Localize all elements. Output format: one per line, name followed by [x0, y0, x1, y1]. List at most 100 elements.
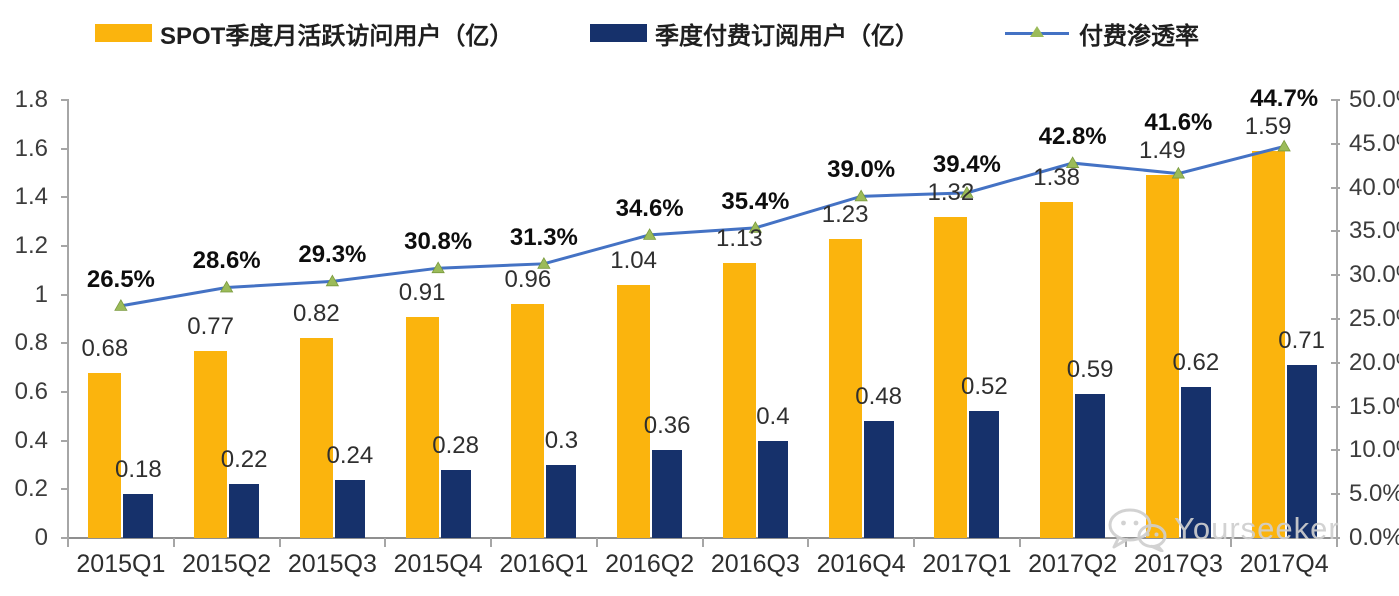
y-tick-left	[61, 342, 69, 345]
y-tick-label-left: 1.2	[14, 232, 48, 259]
bar-subscribers	[1286, 365, 1317, 538]
y-tick-label-right: 35.0%	[1349, 217, 1399, 245]
x-tick	[595, 538, 598, 547]
y-tick-label-right: 50.0%	[1349, 86, 1399, 113]
bar-label-mau: 1.32	[927, 178, 975, 206]
y-axis-right	[1336, 100, 1338, 546]
triangle-marker-icon	[1030, 26, 1044, 37]
y-tick-label-right: 25.0%	[1349, 305, 1399, 332]
line-label-penetration: 39.4%	[932, 150, 1001, 178]
y-tick-right	[1331, 537, 1340, 539]
bar-label-mau: 0.96	[504, 266, 552, 294]
legend-line-swatch	[1005, 23, 1069, 43]
x-category-label: 2015Q4	[393, 550, 483, 578]
y-tick-label-left: 0	[34, 524, 48, 551]
y-tick-right	[1331, 449, 1340, 452]
bar-mau	[194, 350, 228, 538]
bar-label-subscribers: 0.71	[1278, 327, 1325, 355]
bar-subscribers	[123, 494, 154, 538]
legend-label-mau: SPOT季度月活跃访问用户（亿）	[160, 22, 514, 50]
x-tick	[1124, 538, 1127, 547]
y-tick-right	[1331, 318, 1340, 320]
bar-label-subscribers: 0.48	[855, 383, 902, 411]
bar-subscribers	[757, 440, 788, 538]
x-tick	[1230, 538, 1233, 547]
bar-label-mau: 0.82	[293, 300, 340, 328]
bar-subscribers	[969, 411, 1000, 538]
y-tick-right	[1331, 361, 1340, 364]
legend-swatch-mau	[95, 24, 152, 42]
y-tick-left	[61, 488, 69, 491]
bar-label-subscribers: 0.3	[544, 427, 579, 454]
line-label-penetration: 26.5%	[86, 265, 155, 293]
y-tick-left	[61, 537, 69, 539]
y-tick-label-right: 0.0%	[1349, 524, 1399, 551]
legend-item-subscribers: 季度付费订阅用户（亿）	[590, 17, 919, 50]
bar-mau	[617, 284, 651, 538]
line-label-penetration: 34.6%	[615, 194, 684, 222]
watermark-text: Yourseeker	[1174, 511, 1340, 546]
bar-subscribers	[652, 450, 683, 538]
bar-mau	[511, 304, 545, 538]
line-label-penetration: 28.6%	[192, 247, 261, 275]
y-tick-label-right: 20.0%	[1349, 348, 1399, 376]
x-tick	[807, 538, 810, 547]
bar-mau	[299, 338, 333, 538]
y-tick-label-right: 10.0%	[1349, 436, 1399, 464]
bar-label-mau: 1.04	[610, 246, 657, 274]
legend-label-penetration: 付费渗透率	[1079, 22, 1199, 50]
y-axis-left	[67, 100, 69, 538]
y-tick-right	[1331, 142, 1340, 145]
line-label-penetration: 29.3%	[298, 241, 367, 269]
bar-label-mau: 0.77	[187, 312, 234, 340]
y-tick-label-left: 0.8	[14, 329, 48, 357]
legend-item-mau: SPOT季度月活跃访问用户（亿）	[95, 17, 514, 50]
y-tick-label-left: 0.4	[14, 426, 48, 454]
line-label-penetration: 44.7%	[1250, 85, 1319, 113]
y-tick-label-right: 40.0%	[1349, 173, 1399, 201]
legend-swatch-subscribers	[590, 24, 647, 42]
y-tick-label-left: 1	[34, 280, 48, 308]
bar-label-mau: 0.91	[398, 278, 446, 306]
x-category-label: 2017Q3	[1133, 550, 1223, 578]
x-category-label: 2016Q4	[816, 550, 906, 578]
bar-label-subscribers: 0.18	[115, 456, 162, 484]
y-tick-left	[61, 147, 69, 150]
watermark: Yourseeker	[1106, 506, 1340, 552]
y-tick-right	[1331, 493, 1340, 496]
x-tick	[172, 538, 175, 547]
y-tick-right	[1331, 186, 1340, 189]
bar-label-mau: 1.49	[1139, 137, 1186, 165]
bar-mau	[722, 263, 756, 538]
x-tick	[913, 538, 915, 547]
x-category-label: 2015Q2	[182, 550, 272, 578]
bar-label-mau: 1.38	[1033, 164, 1080, 192]
bar-subscribers	[1075, 394, 1106, 538]
bar-label-subscribers: 0.59	[1066, 356, 1114, 384]
line-label-penetration: 42.8%	[1038, 123, 1107, 151]
x-tick	[1018, 538, 1021, 547]
bar-label-mau: 1.23	[821, 200, 869, 228]
y-tick-label-left: 0.2	[14, 475, 48, 503]
y-tick-right	[1331, 230, 1340, 233]
y-tick-left	[61, 391, 69, 393]
bar-label-subscribers: 0.24	[326, 441, 374, 469]
wechat-icon	[1108, 508, 1167, 552]
bar-label-subscribers: 0.28	[432, 431, 479, 459]
line-label-penetration: 30.8%	[404, 228, 473, 256]
bar-label-subscribers: 0.22	[220, 446, 268, 474]
legend-item-penetration: 付费渗透率	[1005, 17, 1199, 50]
x-category-label: 2016Q1	[499, 550, 589, 578]
bar-label-subscribers: 0.52	[961, 373, 1008, 401]
x-tick	[384, 538, 387, 547]
bar-label-mau: 0.68	[81, 334, 129, 362]
y-tick-right	[1331, 274, 1340, 277]
bar-mau	[88, 372, 122, 538]
bar-subscribers	[1180, 387, 1211, 538]
y-tick-left	[61, 245, 69, 247]
y-tick-label-right: 45.0%	[1349, 129, 1399, 157]
bar-subscribers	[229, 484, 260, 538]
x-tick	[701, 538, 704, 547]
y-tick-label-left: 1.6	[14, 134, 48, 162]
